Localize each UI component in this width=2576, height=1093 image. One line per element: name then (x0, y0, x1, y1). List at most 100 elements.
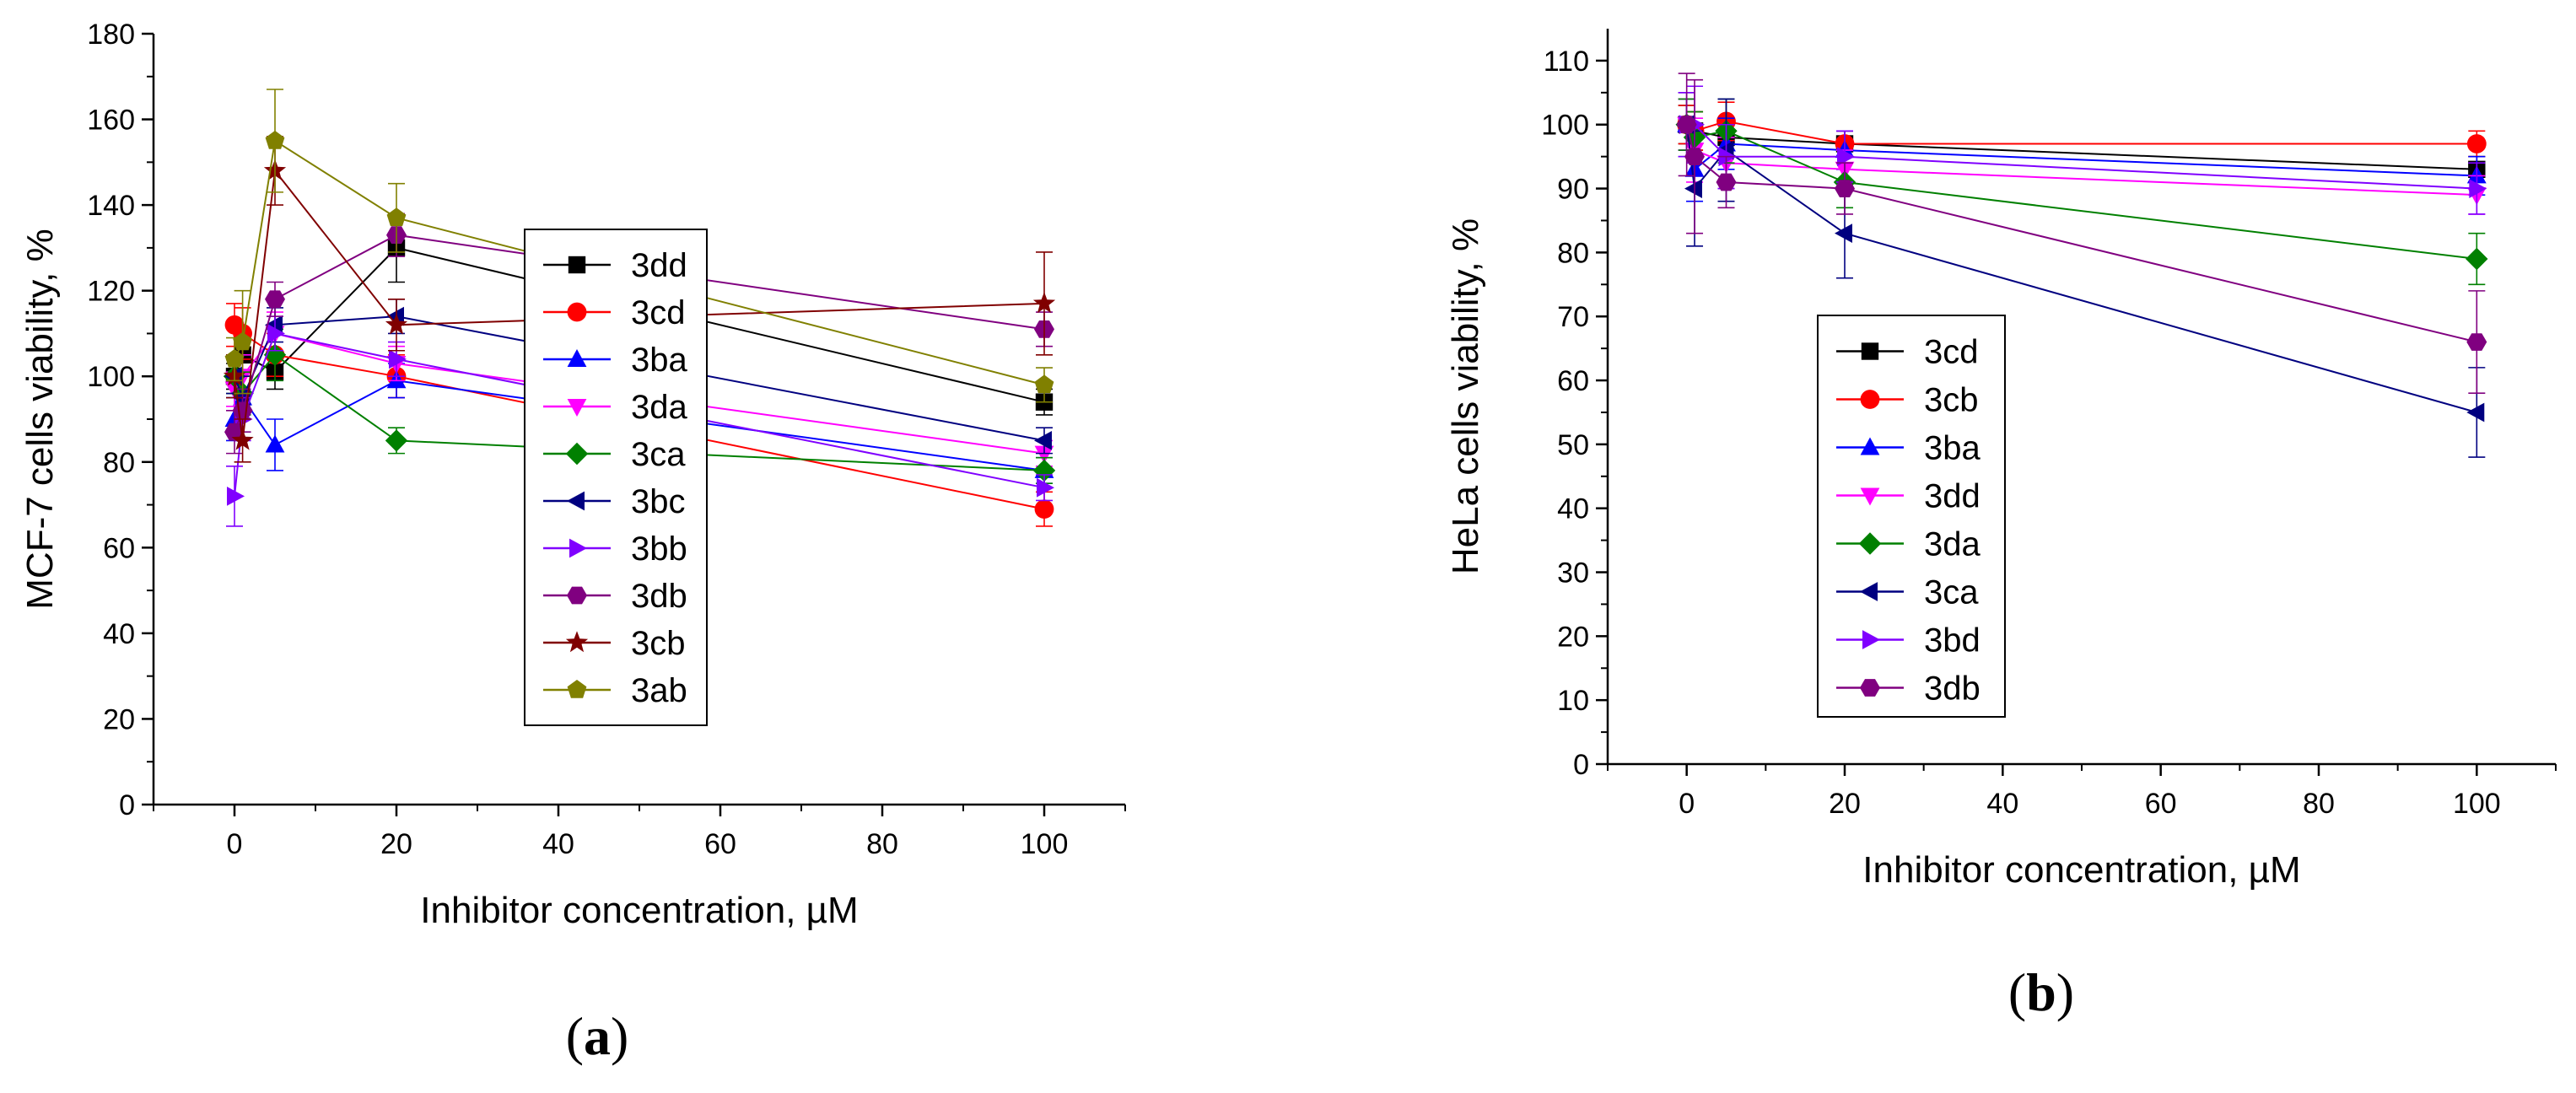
series-3db (1676, 73, 2487, 395)
y-tick-label: 50 (1557, 429, 1589, 461)
x-tick-label: 20 (380, 828, 412, 860)
panel-label-open: ( (566, 1006, 584, 1066)
data-point-3bb (227, 487, 245, 506)
legend-label-3db: 3db (631, 578, 687, 615)
legend-marker-3cd (567, 302, 587, 322)
y-tick-label: 100 (87, 361, 135, 393)
y-tick-label: 180 (87, 19, 135, 51)
y-tick-label: 60 (103, 532, 135, 564)
y-tick-label: 110 (1544, 46, 1589, 78)
data-point-3db (2466, 333, 2487, 351)
series-line-3da (1685, 124, 2477, 260)
legend-marker-3db (1860, 679, 1880, 697)
legend-label-3ab: 3ab (631, 672, 687, 709)
x-tick-label: 60 (2145, 788, 2177, 820)
series-line-3cd (1686, 123, 2477, 170)
y-tick-label: 20 (103, 703, 135, 735)
data-point-3ab (1034, 374, 1054, 394)
data-point-3ab (224, 348, 245, 368)
data-point-3bd (2469, 179, 2487, 198)
panel-label: (a) (566, 1006, 629, 1066)
x-axis-title: Inhibitor concentration, µM (420, 890, 858, 931)
legend-label-3cb: 3cb (631, 625, 686, 662)
y-tick-label: 100 (1541, 110, 1589, 142)
data-point-3ca (2466, 402, 2485, 423)
data-point-3bb (1037, 477, 1054, 498)
legend-marker-3da (1858, 532, 1882, 555)
legend: 3cd 3cb 3ba 3dd 3da 3ca 3bd 3db (1817, 315, 2006, 718)
panel-label-close: ) (611, 1006, 628, 1066)
legend-label-3ba: 3ba (631, 342, 687, 379)
legend-label-3da: 3da (1924, 526, 1981, 563)
x-tick-label: 0 (1679, 788, 1695, 820)
legend-marker-3ca (1860, 582, 1878, 601)
data-point-3da (2466, 247, 2488, 271)
data-point-3ab (265, 130, 285, 149)
panel-a-chart: 0 20 40 60 80 100 120 140 160 180 0 20 40 60 80 100 Inhi… (19, 19, 1126, 1066)
legend-label-3cd: 3cd (631, 294, 686, 331)
y-tick-label: 120 (87, 276, 135, 308)
legend-marker-3ca (565, 442, 589, 466)
data-point-3ca (1032, 459, 1056, 482)
legend-marker-3ba (567, 349, 587, 367)
data-point-3db (1835, 180, 1855, 197)
legend-marker-3bc (567, 491, 585, 511)
y-tick-label: 140 (87, 190, 135, 222)
data-point-3ab (233, 331, 252, 351)
x-tick-label: 100 (2453, 788, 2501, 820)
x-tick-label: 0 (227, 828, 243, 860)
legend-label-3ca: 3ca (1924, 574, 1979, 611)
series-3da (1675, 98, 2488, 286)
legend-marker-3cb (1860, 390, 1880, 409)
legend-label-3bb: 3bb (631, 530, 687, 568)
x-tick-label: 40 (1986, 788, 2018, 820)
x-tick-label: 80 (866, 828, 898, 860)
data-point-3bb (389, 349, 407, 369)
x-tick-label: 40 (542, 828, 574, 860)
panel-label-close: ) (2056, 962, 2074, 1022)
legend-label-3cb: 3cb (1924, 382, 1979, 419)
legend-label-3ca: 3ca (631, 436, 686, 473)
legend-box (1817, 315, 2006, 718)
legend-marker-3da (567, 399, 587, 417)
data-point-3cb (1032, 292, 1056, 314)
data-point-3bd (1837, 147, 1855, 167)
panel-label-open: ( (2008, 962, 2026, 1022)
y-tick-label: 80 (103, 447, 135, 479)
y-tick-label: 0 (119, 789, 135, 821)
y-axis-title: HeLa cells viability, % (1445, 218, 1486, 574)
legend-label-3db: 3db (1924, 670, 1981, 708)
data-point-3ca (1684, 179, 1702, 198)
legend-label-3cd: 3cd (1924, 334, 1979, 371)
data-point-3db (265, 290, 285, 309)
y-tick-label: 60 (1557, 365, 1589, 397)
y-axis-title: MCF-7 cells viability, % (19, 229, 61, 609)
legend-marker-3dd (1860, 487, 1880, 506)
panel-label: (b) (2008, 962, 2074, 1022)
y-tick-label: 30 (1557, 557, 1589, 590)
legend-marker-3ba (1860, 437, 1880, 455)
legend-label-3bc: 3bc (631, 483, 686, 520)
data-point-3cb (385, 313, 408, 335)
panel-label-letter: b (2026, 962, 2056, 1022)
y-tick-label: 70 (1557, 301, 1589, 333)
y-tick-label: 80 (1557, 237, 1589, 269)
legend-label-3dd: 3dd (1924, 478, 1981, 515)
data-point-3ba (265, 434, 285, 453)
x-tick-label: 100 (1021, 828, 1069, 860)
x-tick-label: 20 (1829, 788, 1861, 820)
legend-marker-3bd (1862, 630, 1880, 649)
y-tick-label: 90 (1557, 174, 1589, 206)
data-point-3da (1034, 445, 1054, 464)
legend-marker-3dd (568, 256, 586, 274)
y-tick-label: 0 (1573, 749, 1589, 781)
legend-marker-3db (567, 586, 587, 605)
data-point-3db (1716, 173, 1737, 191)
legend: 3dd 3cd 3ba 3da 3ca 3bc 3bb 3db 3cb 3ab (524, 229, 708, 726)
y-tick-label: 40 (103, 618, 135, 650)
legend-marker-3ab (567, 680, 587, 698)
x-tick-label: 60 (704, 828, 736, 860)
legend-marker-3cb (565, 631, 589, 653)
y-tick-label: 10 (1557, 685, 1589, 717)
